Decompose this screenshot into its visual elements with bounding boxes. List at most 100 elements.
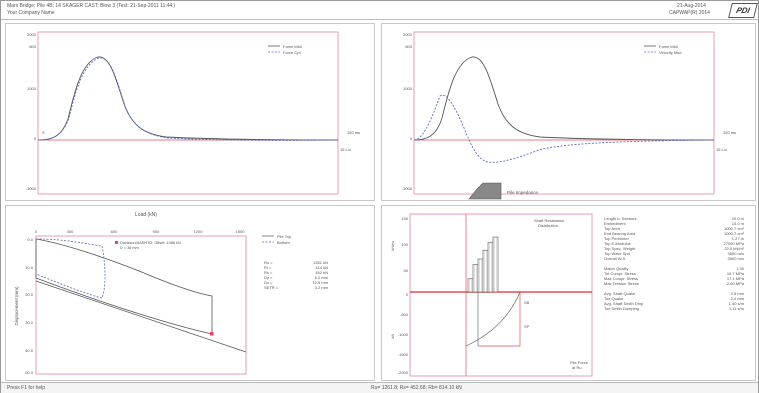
property-row: End Bearing Area 1000.7 cm²	[604, 231, 744, 236]
left-label: S	[42, 130, 45, 135]
property-label: Max Tension Stress	[604, 281, 639, 286]
property-row: Top Wave Spd 3500 m/s	[604, 251, 744, 256]
shaft-resistance-bar	[492, 236, 499, 293]
pile-top-curve	[35, 238, 213, 335]
shaft-resistance-bar	[482, 249, 489, 293]
property-value: 1.11 s/m	[728, 306, 744, 311]
pile-impedance-shape	[468, 182, 502, 200]
property-row: Max Compr. Stress 17.1 MPa	[604, 276, 744, 281]
velocity-msd-curve	[413, 94, 715, 163]
y-axis-title: Displacement (mm)	[14, 286, 19, 326]
ytick-minus-500: -500	[400, 312, 409, 317]
plot-frame	[35, 235, 247, 375]
force-velocity-panel[interactable]: 2000 800 1000 0 -1000 Force Msd Velocity…	[381, 23, 756, 201]
property-value: 1000.7 cm²	[723, 226, 744, 231]
ytick-0: 0	[406, 292, 409, 297]
property-value: 1.27 m	[731, 236, 744, 241]
force-comparison-chart: 2000 800 1000 0 -1000 S Force Msd Force …	[26, 31, 360, 195]
property-value: 1.40 s/m	[728, 301, 744, 306]
property-row: Top E-Modulus 27050 MPa	[604, 241, 744, 246]
result-row: SETR = 3.2 mm	[264, 285, 328, 290]
property-label: Overall W.S.	[604, 256, 627, 261]
y-label-bottom: kN	[390, 333, 395, 338]
property-row: Top Spec. Weight 22.0 kN/m³	[604, 246, 744, 251]
legend-force-msd: Force Msd	[659, 44, 678, 49]
legend-force-msd: Force Msd	[283, 44, 302, 49]
xtick-600: 600	[111, 229, 118, 234]
x-axis-title: Load (kN)	[135, 212, 157, 218]
ytick-0: 0	[34, 136, 37, 141]
legend-pile-top: Pile Top	[277, 234, 292, 239]
property-row: Tot Compr. Stress 16.7 MPa	[604, 271, 744, 276]
pile-force-note2: at Ru	[572, 365, 582, 370]
ytick-minus-1500: -1500	[398, 352, 409, 357]
ytick-2000: 2000	[403, 32, 413, 37]
status-bar: Press F1 for help Ru= 1261.8; Rs= 452.68…	[1, 382, 758, 393]
ytick-1000: 1000	[403, 86, 413, 91]
shaft-resistance-chart: 150 100 50 0 -500 -1000 -1500 -2000 kN/m…	[390, 213, 593, 377]
davisson-line	[35, 280, 247, 353]
result-row: Ru = 1261 kN	[264, 260, 328, 265]
shaft-resistance-bars	[467, 236, 499, 293]
pile-impedance-label: Pile Impedance	[507, 190, 539, 195]
xtick-300: 300	[67, 229, 74, 234]
property-value: 17.1 MPa	[726, 276, 744, 281]
property-row: Top Perimeter 1.27 m	[604, 236, 744, 241]
property-row: Avg. Shaft Quake 2.5 mm	[604, 291, 744, 296]
result-row: Rl = 414 kN	[264, 265, 328, 270]
ytick-2000: 2000	[27, 32, 37, 37]
force-msd-curve	[413, 56, 715, 141]
results-table: Ru = 1261 kN Rl = 414 kN Rs = 452 kN Dy = 6.…	[264, 260, 328, 290]
property-label: Max Compr. Stress	[604, 276, 639, 281]
ytick-800: 800	[29, 44, 36, 49]
xtick-0: 0	[35, 229, 38, 234]
legend-velocity-msd: Velocity Msd	[659, 50, 681, 55]
xtick-1200: 1200	[194, 229, 204, 234]
property-row: Top Area 1000.7 cm²	[604, 226, 744, 231]
property-value: -2.60 MPa	[725, 281, 744, 286]
davisson-d-text: D = 36 mm	[120, 246, 139, 250]
y-label-top: kN/m	[390, 241, 395, 251]
property-value: 20.0 m	[731, 216, 744, 221]
company-name: Your Company Name	[7, 10, 55, 16]
report-header: Mars Bridge; Pile 4B; 14 SKAGER CAST; Bl…	[1, 1, 758, 20]
property-row: Match Quality 1.90	[604, 266, 744, 271]
force-comparison-panel[interactable]: 2000 800 1000 0 -1000 S Force Msd Force …	[5, 23, 375, 201]
ytick-10: 10.0	[25, 265, 34, 270]
ytick-150: 150	[401, 216, 408, 221]
property-row: Toe Smith Damping 1.11 s/m	[604, 306, 744, 311]
result-row: Rs = 452 kN	[264, 270, 328, 275]
property-value: 1000.7 cm²	[723, 231, 744, 236]
pile-properties-table: Length b. Sensors 20.0 m Embedment 15.0 m To…	[604, 216, 744, 311]
property-value: 22.0 kN/m³	[724, 246, 744, 251]
property-value: 1.90	[736, 266, 744, 271]
ytick-20: 20.0	[25, 292, 34, 297]
force-msd-curve	[37, 56, 339, 141]
property-row: Toe Quake 2.4 mm	[604, 296, 744, 301]
shaft-resistance-panel[interactable]: 150 100 50 0 -500 -1000 -1500 -2000 kN/m…	[381, 205, 756, 381]
property-value: 2.4 mm	[730, 296, 744, 301]
label-sb: SB	[524, 300, 530, 305]
result-row: Dx = 12.5 mm	[264, 280, 328, 285]
property-value: 15.0 m	[731, 221, 744, 226]
ytick-1000: 1000	[27, 86, 37, 91]
property-label: Top Wave Spd	[604, 251, 630, 256]
result-row: Dy = 6.2 mm	[264, 275, 328, 280]
property-label: Avg. Shaft Quake	[604, 291, 636, 296]
ytick-50: 50	[404, 268, 409, 273]
legend-marker	[115, 241, 118, 244]
status-resistance: Ru= 1261.8; Rs= 452.68; Rb= 814.10 kN	[371, 385, 462, 391]
pdi-logo: PDI	[728, 3, 758, 18]
shaft-resistance-bar	[472, 264, 479, 293]
report-title: Mars Bridge; Pile 4B; 14 SKAGER CAST; Bl…	[7, 3, 176, 9]
legend-bottom: Bottom	[277, 240, 290, 245]
davisson-marker	[210, 332, 214, 336]
property-label: Embedment	[604, 221, 626, 226]
force-curve	[465, 291, 521, 347]
property-label: Top E-Modulus	[604, 241, 631, 246]
ytick-0: 0.0	[27, 237, 33, 242]
bottom-curve	[35, 238, 106, 299]
property-label: Top Spec. Weight	[604, 246, 636, 251]
davisson-offset-text: Davisson/AASHTO: Offset: 1086 kN	[120, 241, 181, 245]
load-displacement-panel[interactable]: Load (kN) 0 300 600 900 1200 1500 0.0 10…	[5, 205, 375, 381]
